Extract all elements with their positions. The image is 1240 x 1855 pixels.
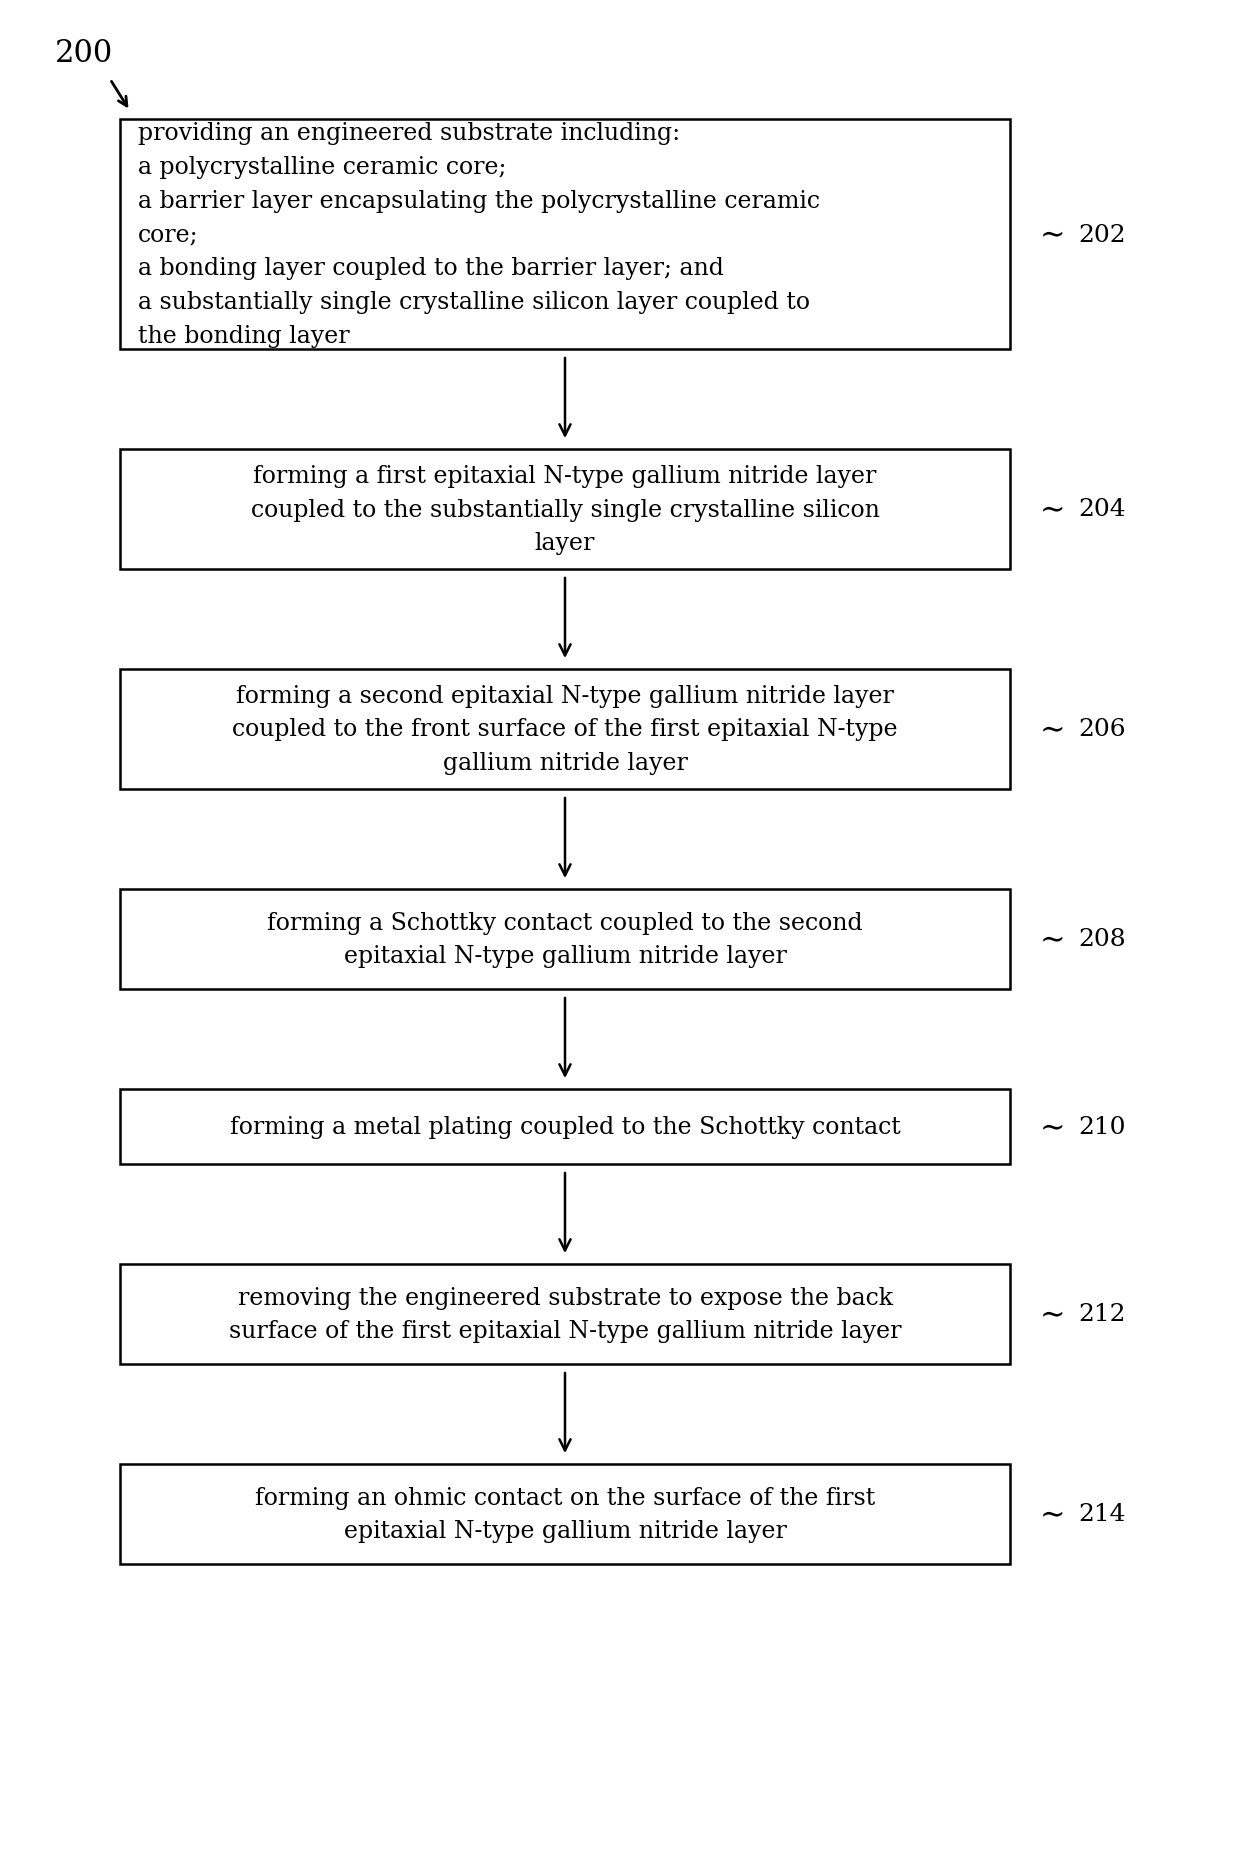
Text: 202: 202 xyxy=(1078,223,1126,247)
Text: forming an ohmic contact on the surface of the first
epitaxial N-type gallium ni: forming an ohmic contact on the surface … xyxy=(255,1486,875,1543)
Text: 208: 208 xyxy=(1078,928,1126,952)
Text: removing the engineered substrate to expose the back
surface of the first epitax: removing the engineered substrate to exp… xyxy=(228,1286,901,1343)
Text: ∼: ∼ xyxy=(1040,714,1065,746)
Text: 200: 200 xyxy=(55,37,113,69)
Bar xyxy=(120,1089,1011,1165)
Text: ∼: ∼ xyxy=(1040,219,1065,250)
Text: forming a metal plating coupled to the Schottky contact: forming a metal plating coupled to the S… xyxy=(229,1115,900,1139)
Text: ∼: ∼ xyxy=(1040,924,1065,955)
Text: ∼: ∼ xyxy=(1040,493,1065,525)
Text: forming a second epitaxial N-type gallium nitride layer
coupled to the front sur: forming a second epitaxial N-type galliu… xyxy=(232,684,898,775)
Text: 210: 210 xyxy=(1078,1115,1126,1139)
Bar xyxy=(120,670,1011,790)
Text: 214: 214 xyxy=(1078,1503,1126,1525)
Bar xyxy=(120,890,1011,989)
Text: 212: 212 xyxy=(1078,1302,1126,1326)
Text: ∼: ∼ xyxy=(1040,1298,1065,1330)
Text: forming a Schottky contact coupled to the second
epitaxial N-type gallium nitrid: forming a Schottky contact coupled to th… xyxy=(267,911,863,968)
Text: forming a first epitaxial N-type gallium nitride layer
coupled to the substantia: forming a first epitaxial N-type gallium… xyxy=(250,464,879,555)
Text: 204: 204 xyxy=(1078,499,1126,521)
Text: ∼: ∼ xyxy=(1040,1499,1065,1530)
Bar xyxy=(120,1464,1011,1564)
Bar xyxy=(120,121,1011,351)
Text: 206: 206 xyxy=(1078,718,1126,742)
Bar xyxy=(120,1265,1011,1363)
Text: ∼: ∼ xyxy=(1040,1111,1065,1143)
Text: providing an engineered substrate including:
a polycrystalline ceramic core;
a b: providing an engineered substrate includ… xyxy=(138,122,820,347)
Bar xyxy=(120,449,1011,569)
